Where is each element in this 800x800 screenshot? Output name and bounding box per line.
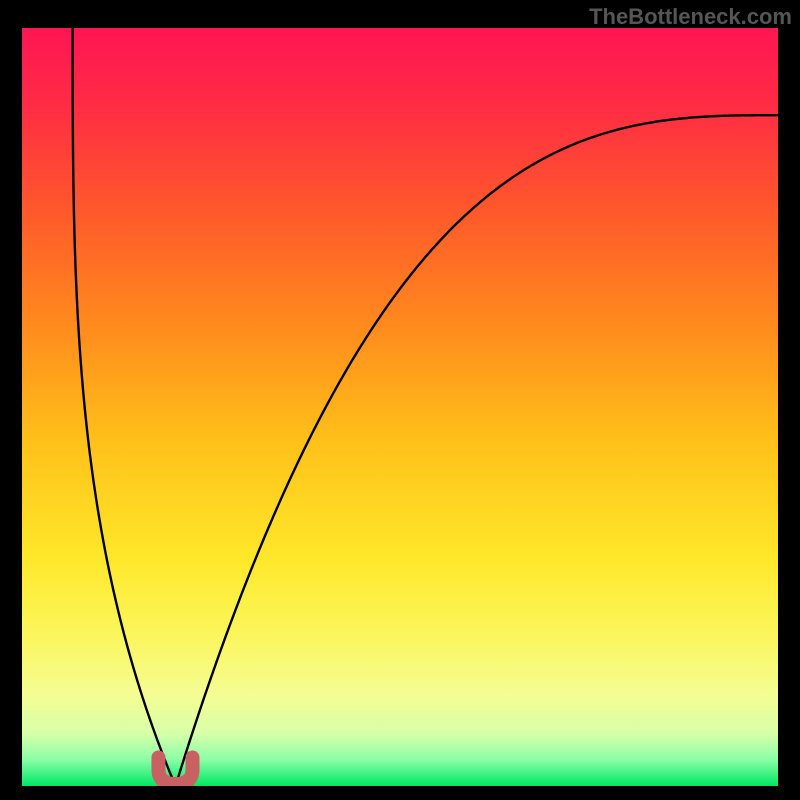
chart-canvas xyxy=(0,0,800,800)
bottleneck-chart: TheBottleneck.com xyxy=(0,0,800,800)
watermark-text: TheBottleneck.com xyxy=(589,4,792,30)
